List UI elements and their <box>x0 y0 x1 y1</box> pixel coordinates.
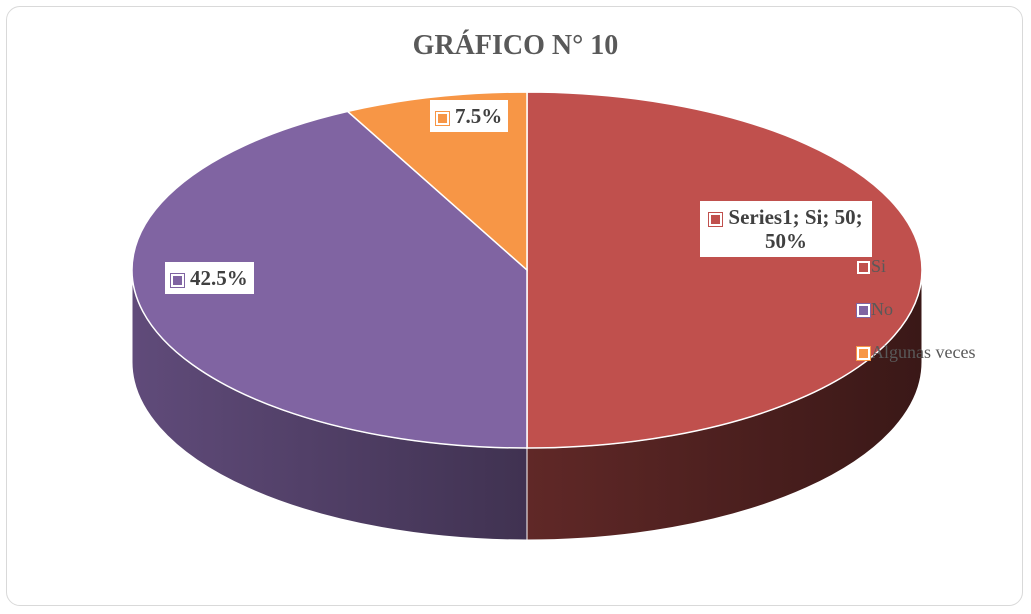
chart-title: GRÁFICO N° 10 <box>412 30 619 61</box>
data-label-text: 7.5% <box>455 104 503 128</box>
legend-item: Algunas veces <box>856 342 976 363</box>
legend-swatch <box>856 346 871 362</box>
legend-item: No <box>856 299 893 320</box>
legend-swatch <box>856 303 871 319</box>
pie-slice <box>526 91 923 449</box>
legend-label: Si <box>871 256 887 276</box>
data-label: 42.5% <box>165 262 254 294</box>
data-label: Series1; Si; 50; 50% <box>700 201 872 257</box>
legend-label: Algunas veces <box>871 342 976 362</box>
data-label-text: Series1; Si; 50; 50% <box>728 205 863 253</box>
pie-slice <box>131 110 528 449</box>
label-swatch <box>170 272 185 288</box>
legend-swatch <box>856 260 871 276</box>
label-swatch <box>435 110 450 126</box>
legend-item: Si <box>856 256 887 277</box>
legend-label: No <box>871 299 893 319</box>
data-label: 7.5% <box>430 100 509 132</box>
chart-frame <box>6 6 1023 606</box>
data-label-text: 42.5% <box>190 266 248 290</box>
label-swatch <box>708 211 724 227</box>
pie-slice <box>346 91 528 272</box>
